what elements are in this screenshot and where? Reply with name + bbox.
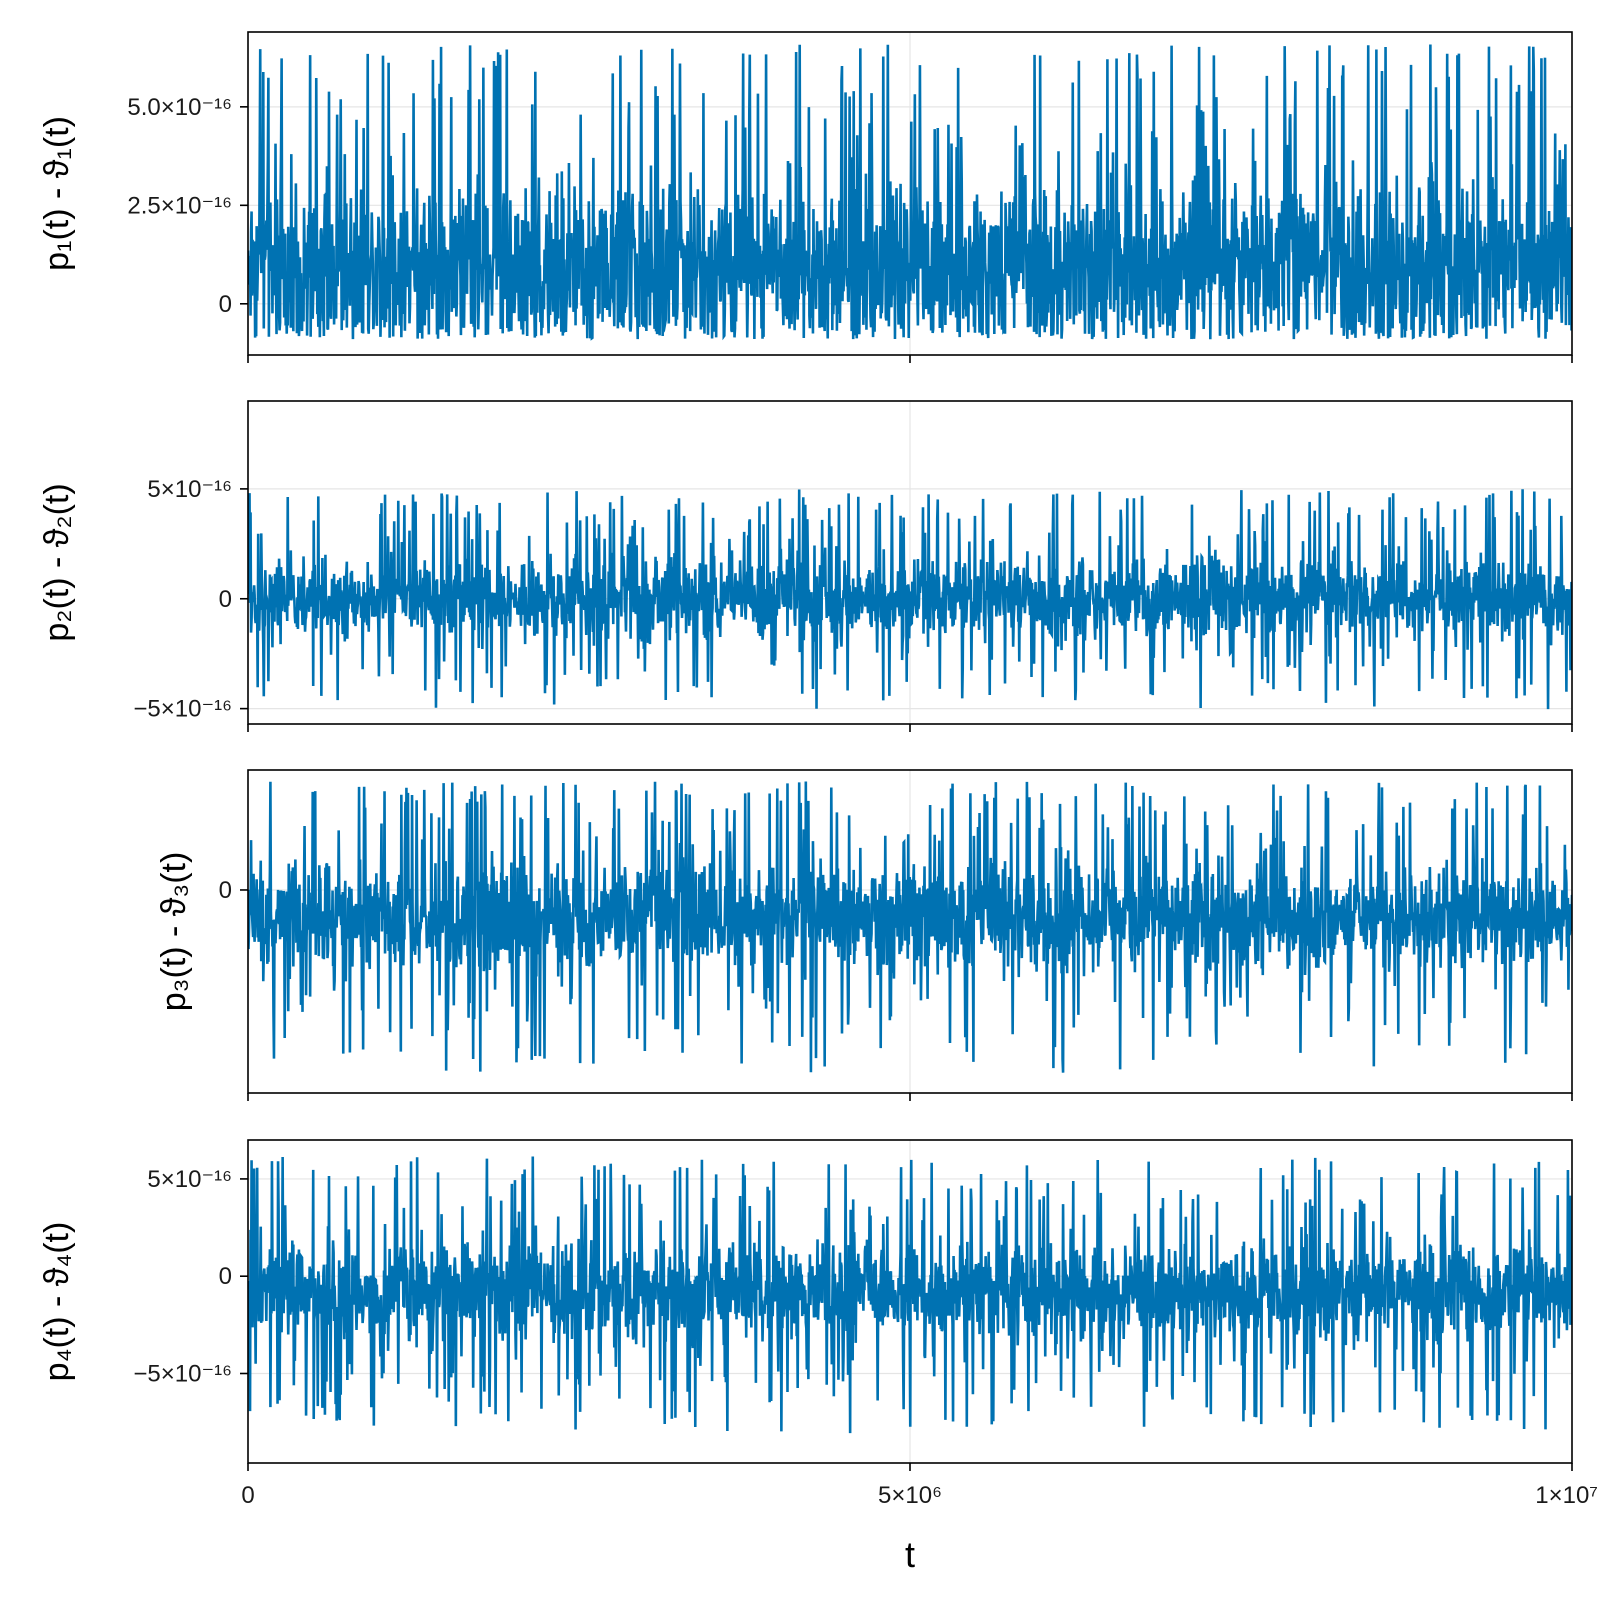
y-tick-label-1-2: 5.0×10⁻¹⁶ <box>127 94 232 121</box>
series-line-1 <box>248 44 1572 341</box>
y-tick-label-1-0: 0 <box>219 291 232 318</box>
x-axis-label: t <box>905 1534 915 1575</box>
y-axis-label-1: p₁(t) - ϑ₁(t) <box>38 116 76 271</box>
panel-2: −5×10⁻¹⁶ 0 5×10⁻¹⁶ p₂(t) - ϑ₂(t) <box>38 400 1573 732</box>
y-axis-label-2: p₂(t) - ϑ₂(t) <box>38 483 76 641</box>
y-tick-label-4-1: 0 <box>219 1263 232 1290</box>
y-tick-label-4-0: −5×10⁻¹⁶ <box>133 1360 232 1387</box>
x-tick-labels: 0 5×10⁶ 1×10⁷ <box>241 1482 1598 1509</box>
y-tick-label-2-2: 5×10⁻¹⁶ <box>147 476 232 503</box>
y-axis-label-4: p₄(t) - ϑ₄(t) <box>38 1222 76 1382</box>
y-axis-label-3: p₃(t) - ϑ₃(t) <box>155 852 193 1012</box>
x-tick-label-1: 5×10⁶ <box>878 1482 942 1509</box>
panel-4: −5×10⁻¹⁶ 0 5×10⁻¹⁶ p₄(t) - ϑ₄(t) <box>38 1139 1573 1471</box>
x-tick-label-0: 0 <box>241 1482 254 1509</box>
panel-1: 0 2.5×10⁻¹⁶ 5.0×10⁻¹⁶ p₁(t) - ϑ₁(t) <box>38 31 1573 363</box>
panel-3: 0 p₃(t) - ϑ₃(t) <box>155 769 1573 1101</box>
y-tick-label-2-1: 0 <box>219 586 232 613</box>
y-tick-label-4-2: 5×10⁻¹⁶ <box>147 1166 232 1193</box>
series-line-4 <box>248 1156 1572 1434</box>
series-line-3 <box>248 781 1572 1073</box>
y-tick-label-3-0: 0 <box>219 877 232 904</box>
series-line-2 <box>248 489 1572 710</box>
y-tick-label-2-0: −5×10⁻¹⁶ <box>133 696 232 723</box>
y-tick-label-1-1: 2.5×10⁻¹⁶ <box>127 192 232 219</box>
x-tick-label-2: 1×10⁷ <box>1535 1482 1598 1509</box>
